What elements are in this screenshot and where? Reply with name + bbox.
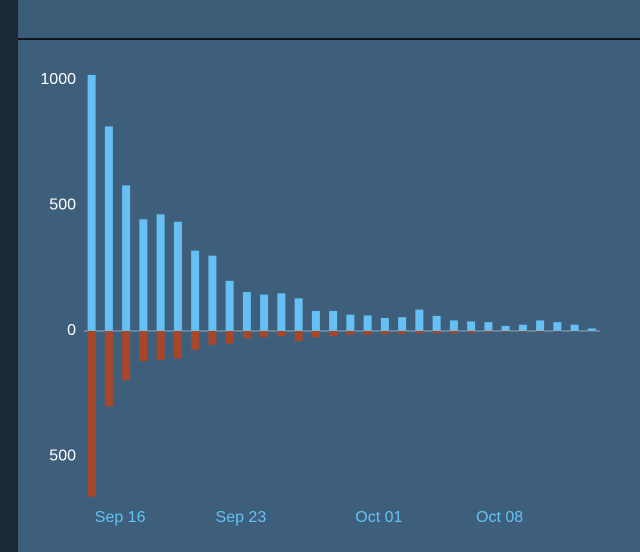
bar: [156, 214, 165, 331]
bar: [87, 330, 96, 497]
bar: [260, 330, 269, 338]
bar: [87, 74, 96, 331]
bar: [329, 330, 338, 337]
bar: [242, 292, 251, 331]
x-tick-label: Sep 16: [95, 509, 146, 526]
bar: [398, 317, 407, 331]
bar: [467, 330, 476, 333]
bar: [311, 330, 320, 338]
bar: [122, 330, 131, 380]
bar: [536, 320, 545, 331]
y-tick-label: 0: [67, 322, 76, 339]
y-tick-label: 500: [49, 448, 76, 465]
bar: [294, 330, 303, 342]
bar: [484, 330, 493, 333]
bar: [139, 330, 148, 362]
bar: [311, 310, 320, 331]
bar: [467, 321, 476, 331]
bar: [415, 330, 424, 334]
bar: [432, 315, 441, 331]
bar: [380, 330, 389, 334]
bar: [208, 330, 217, 345]
bar: [501, 330, 510, 332]
bar: [191, 250, 200, 331]
bar: [363, 330, 372, 335]
bar: [398, 330, 407, 334]
bar: [484, 322, 493, 331]
bar: [363, 315, 372, 331]
y-tick-label: 1000: [40, 71, 76, 88]
bar: [173, 330, 182, 359]
x-tick-label: Sep 23: [216, 509, 267, 526]
bar: [415, 309, 424, 331]
bar: [208, 255, 217, 331]
bar: [518, 324, 527, 331]
bar: [553, 330, 562, 332]
bar: [346, 314, 355, 331]
bar: [553, 322, 562, 331]
bar: [156, 330, 165, 360]
bar: [173, 221, 182, 331]
bar: [104, 126, 113, 331]
bar: [380, 317, 389, 331]
side-strip: [0, 0, 18, 552]
bar: [346, 330, 355, 335]
bar: [139, 219, 148, 331]
bar: [587, 328, 596, 331]
bar: [277, 293, 286, 331]
bar: [518, 330, 527, 332]
bar: [570, 330, 579, 332]
bar: [536, 330, 545, 332]
bar: [242, 330, 251, 339]
bar: [432, 330, 441, 334]
bar: [122, 185, 131, 331]
x-tick-label: Oct 08: [476, 509, 523, 526]
bar: [570, 324, 579, 331]
bar: [225, 280, 234, 331]
x-tick-label: Oct 01: [355, 509, 402, 526]
bar: [277, 330, 286, 337]
bar: [501, 325, 510, 331]
header-area: [18, 0, 640, 38]
bar: [329, 310, 338, 331]
bar: [225, 330, 234, 344]
bar: [449, 330, 458, 334]
bar: [104, 330, 113, 407]
bar: [294, 298, 303, 331]
bar: [191, 330, 200, 350]
header-divider: [18, 38, 640, 40]
bar: [260, 294, 269, 331]
y-tick-label: 500: [49, 197, 76, 214]
bar: [449, 320, 458, 331]
